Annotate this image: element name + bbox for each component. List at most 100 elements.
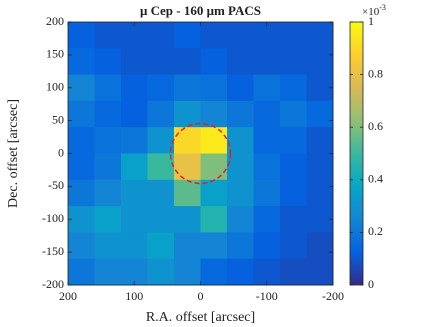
- heatmap-cell: [227, 179, 254, 207]
- heatmap-cell: [200, 22, 228, 49]
- heatmap-cell: [121, 179, 148, 207]
- heatmap-cell: [174, 258, 201, 286]
- heatmap-cell: [280, 232, 307, 260]
- heatmap-cell: [306, 258, 334, 286]
- x-tick-label: -100: [256, 289, 278, 303]
- colorbar-tick-label: 0.2: [368, 224, 383, 238]
- colorbar-tick-label: 0.8: [368, 66, 383, 80]
- heatmap-cell: [227, 153, 254, 181]
- heatmap-cell: [306, 153, 334, 181]
- heatmap-cell: [227, 232, 254, 260]
- heatmap-cell: [94, 258, 122, 286]
- heatmap-cell: [227, 48, 254, 76]
- heatmap-cell: [147, 258, 175, 286]
- heatmap-cell: [200, 232, 228, 260]
- y-tick-label: 0: [58, 145, 64, 159]
- heatmap-cell: [68, 48, 95, 76]
- colorbar-tick-label: 0.6: [368, 119, 383, 133]
- heatmap-cell: [280, 48, 307, 76]
- colorbar-scale-exponent: -3: [379, 3, 386, 12]
- heatmap-cell: [121, 206, 148, 233]
- heatmap-cell: [174, 232, 201, 260]
- heatmap-cell: [68, 179, 95, 207]
- heatmap-cell: [147, 153, 175, 181]
- heatmap-cell: [94, 100, 122, 128]
- heatmap-cell: [306, 22, 334, 49]
- y-tick-label: 50: [52, 112, 64, 126]
- x-tick-label: 200: [59, 289, 77, 303]
- heatmap-cell: [200, 179, 228, 207]
- heatmap-cell: [121, 100, 148, 128]
- colorbar: [349, 21, 364, 286]
- heatmap-cell: [174, 48, 201, 76]
- heatmap-cell: [280, 179, 307, 207]
- heatmap-cell: [306, 179, 334, 207]
- heatmap-cell: [147, 127, 175, 154]
- heatmap-cell: [227, 258, 254, 286]
- heatmap-cell: [121, 232, 148, 260]
- y-tick-label: 200: [46, 14, 64, 28]
- colorbar-tick-label: 0.4: [368, 172, 383, 186]
- heatmap-cell: [200, 258, 228, 286]
- heatmap-cell: [227, 100, 254, 128]
- heatmap-cell: [94, 206, 122, 233]
- heatmap-cell: [253, 206, 281, 233]
- heatmap-cell: [147, 74, 175, 102]
- heatmap-cell: [94, 22, 122, 49]
- y-tick-label: -100: [42, 211, 64, 225]
- heatmap-cell: [68, 100, 95, 128]
- heatmap-cell: [227, 206, 254, 233]
- y-axis-label: Dec. offset [arcsec]: [6, 99, 21, 208]
- heatmap-cell: [94, 74, 122, 102]
- source-circle: [169, 122, 232, 185]
- heatmap-cell: [147, 48, 175, 76]
- heatmap-cell: [200, 206, 228, 233]
- y-tick-label: -50: [48, 178, 64, 192]
- heatmap-cell: [68, 74, 95, 102]
- x-tick-label: 100: [125, 289, 143, 303]
- chart-title: μ Cep - 160 μm PACS: [140, 3, 261, 18]
- heatmap-cell: [253, 22, 281, 49]
- heatmap-cell: [147, 206, 175, 233]
- heatmap-cell: [280, 153, 307, 181]
- heatmap-cell: [253, 179, 281, 207]
- heatmap-cell: [121, 74, 148, 102]
- y-tick-label: 150: [46, 47, 64, 61]
- heatmap-cell: [280, 206, 307, 233]
- heatmap-cell: [121, 153, 148, 181]
- y-tick-label: -150: [42, 244, 64, 258]
- x-tick-label: 0: [198, 289, 204, 303]
- heatmap-cell: [200, 153, 228, 181]
- y-tick-label: 100: [46, 80, 64, 94]
- heatmap-cell: [306, 232, 334, 260]
- heatmap-cell: [280, 127, 307, 154]
- heatmap-cell: [121, 48, 148, 76]
- heatmap-cell: [121, 22, 148, 49]
- heatmap-cell: [147, 232, 175, 260]
- heatmap-cell: [174, 74, 201, 102]
- heatmap-cell: [68, 232, 95, 260]
- heatmap-cell: [147, 100, 175, 128]
- heatmap-cell: [174, 206, 201, 233]
- heatmap-cell: [94, 127, 122, 154]
- x-tick-label: -200: [322, 289, 344, 303]
- heatmap-cell: [280, 74, 307, 102]
- heatmap-cell: [174, 179, 201, 207]
- heatmap-cell: [68, 258, 95, 286]
- heatmap-cell: [94, 48, 122, 76]
- heatmap-cell: [147, 22, 175, 49]
- heatmap-cell: [68, 127, 95, 154]
- heatmap-cell: [227, 127, 254, 154]
- heatmap-cell: [280, 22, 307, 49]
- heatmap-cell: [280, 100, 307, 128]
- x-axis-label: R.A. offset [arcsec]: [146, 310, 255, 325]
- heatmap-cell: [200, 127, 228, 154]
- heatmap-cell: [280, 258, 307, 286]
- heatmap-cell: [253, 100, 281, 128]
- heatmap-cell: [174, 22, 201, 49]
- heatmap-cell: [200, 48, 228, 76]
- heatmap-cell: [174, 127, 201, 154]
- heatmap-cell: [253, 127, 281, 154]
- heatmap-cell: [227, 74, 254, 102]
